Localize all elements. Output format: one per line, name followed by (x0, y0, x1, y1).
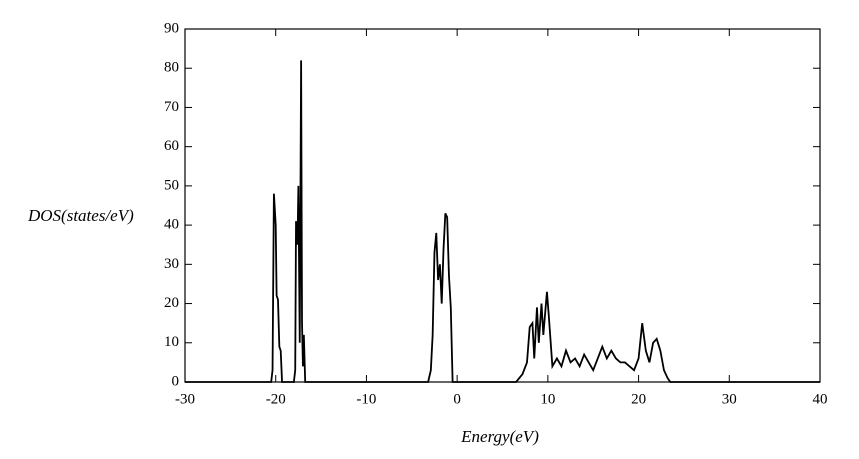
y-tick-label: 80 (164, 60, 179, 76)
plot-frame (184, 28, 821, 383)
x-tick-label: -10 (356, 391, 376, 407)
x-tick-label: 10 (540, 391, 555, 407)
x-axis-label: Energy(eV) (460, 427, 539, 446)
y-tick-label: 50 (164, 177, 179, 193)
y-tick-label: 0 (172, 373, 180, 389)
y-tick-label: 40 (164, 217, 179, 233)
x-tick-label: 40 (813, 391, 828, 407)
y-tick-label: 30 (164, 256, 179, 272)
x-tick-label: 0 (453, 391, 461, 407)
y-tick-label: 90 (164, 20, 179, 36)
x-tick-label: 20 (631, 391, 646, 407)
x-tick-label: -20 (266, 391, 286, 407)
dos-line (185, 60, 820, 383)
y-tick-label: 70 (164, 99, 179, 115)
y-tick-label: 20 (164, 295, 179, 311)
x-tick-label: -30 (175, 391, 195, 407)
y-tick-label: 60 (164, 138, 179, 154)
y-axis-label: DOS(states/eV) (27, 206, 134, 225)
y-tick-label: 10 (164, 334, 179, 350)
x-tick-label: 30 (722, 391, 737, 407)
